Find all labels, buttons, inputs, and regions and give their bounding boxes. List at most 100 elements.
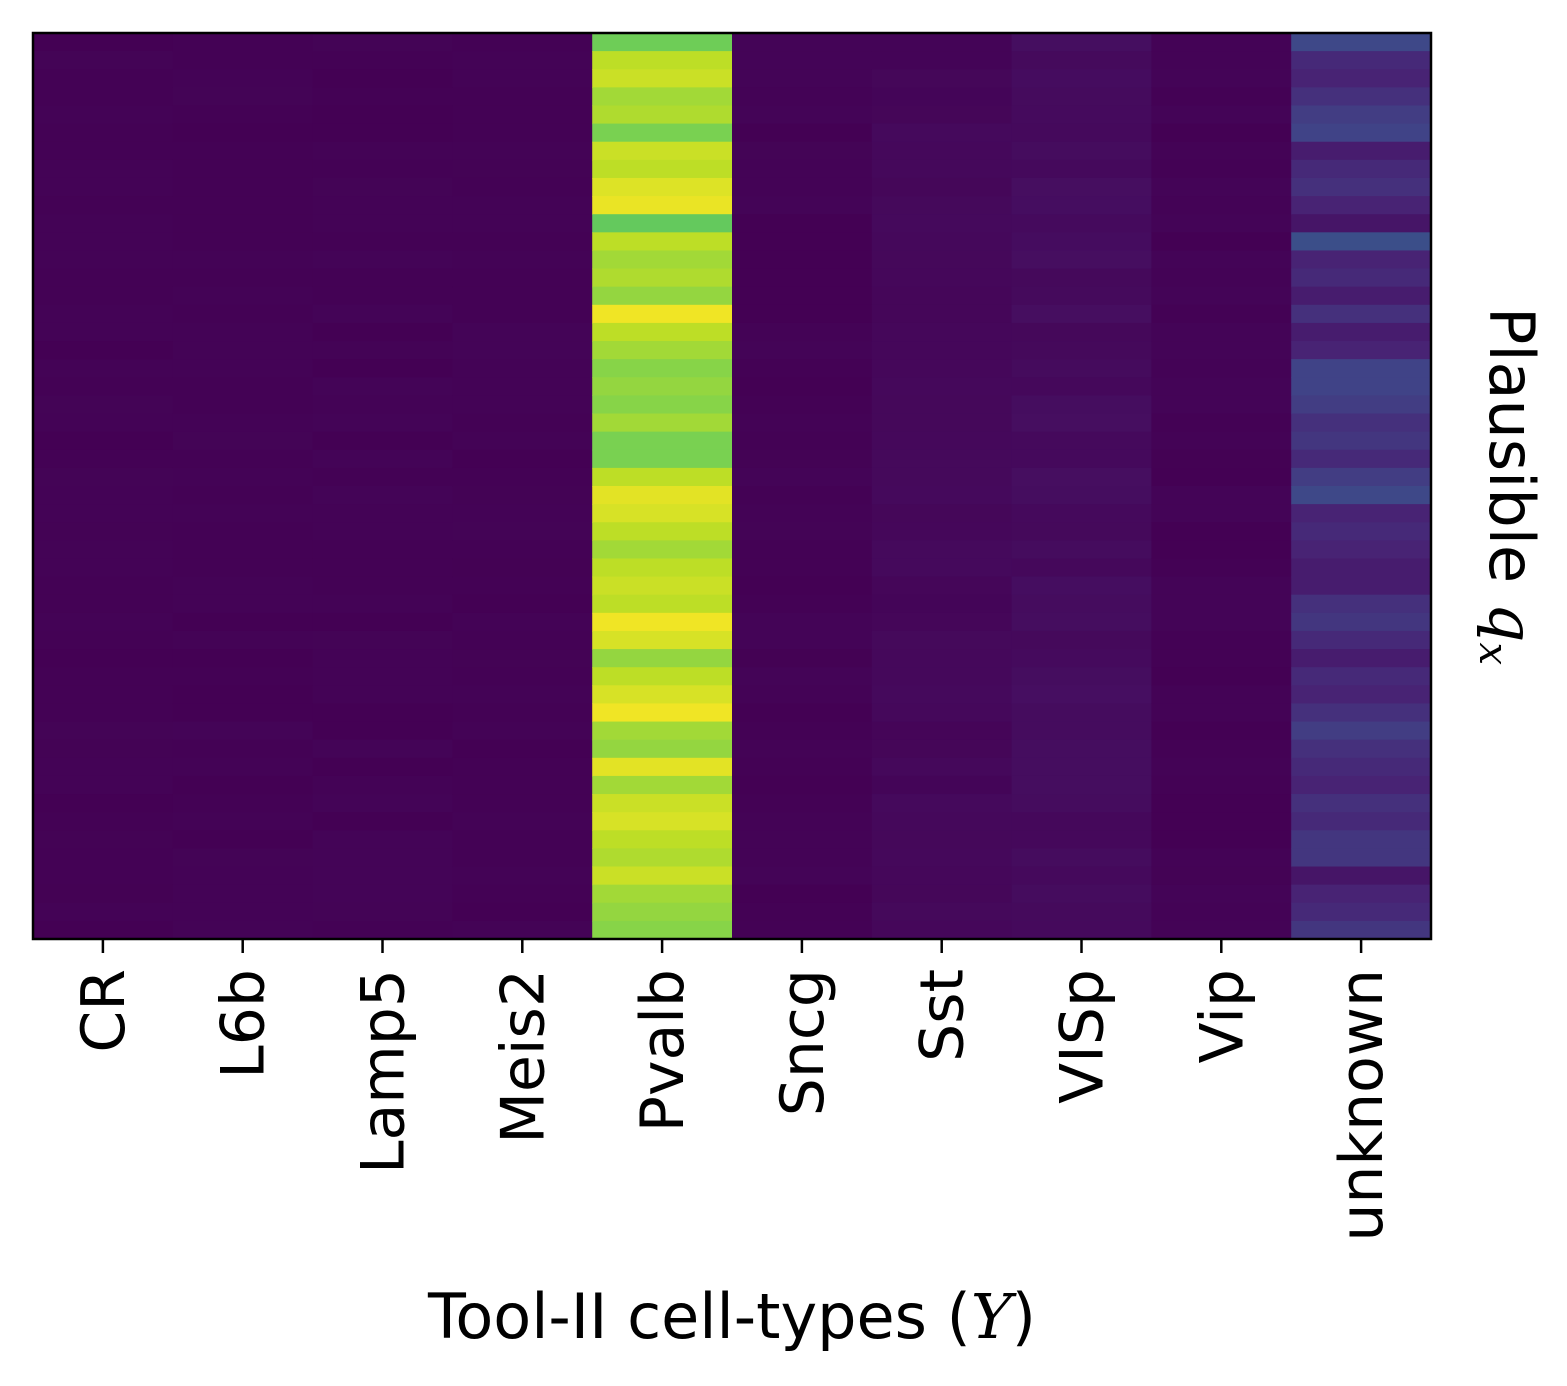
heatmap-cell — [1291, 902, 1432, 922]
heatmap-cell — [732, 214, 873, 233]
heatmap-cell — [1291, 413, 1432, 433]
heatmap-cell — [33, 685, 174, 705]
heatmap-cell — [172, 685, 314, 705]
heatmap-cell — [592, 667, 733, 686]
heatmap-cell — [172, 830, 314, 849]
heatmap-cell — [732, 431, 873, 451]
heatmap-cell — [33, 286, 174, 306]
heatmap-cell — [732, 612, 873, 632]
heatmap-cell — [871, 486, 1013, 505]
heatmap-cell — [172, 232, 314, 252]
heatmap-cell — [592, 33, 733, 52]
heatmap-cell — [871, 322, 1013, 342]
heatmap-cell — [312, 685, 453, 705]
heatmap-cell — [452, 757, 593, 777]
heatmap-cell — [172, 594, 314, 614]
heatmap-cell — [1291, 522, 1432, 541]
heatmap-cell — [1011, 33, 1152, 52]
heatmap-cell — [732, 884, 873, 904]
heatmap-cell — [1151, 848, 1292, 868]
heatmap-cell — [33, 322, 174, 342]
heatmap-cell — [1011, 141, 1152, 161]
heatmap-cell — [1291, 848, 1432, 868]
heatmap-cell — [452, 304, 593, 324]
heatmap-cell — [312, 159, 453, 179]
heatmap-cell — [172, 540, 314, 560]
heatmap-cell — [871, 830, 1013, 849]
heatmap-cell — [33, 449, 174, 469]
heatmap-cell — [592, 504, 733, 523]
heatmap-cell — [1011, 721, 1152, 741]
heatmap-cell — [33, 51, 174, 70]
y-axis-label: Plausible qx — [1470, 307, 1548, 665]
heatmap-cell — [452, 721, 593, 741]
heatmap-cell — [732, 630, 873, 650]
heatmap-cell — [1011, 123, 1152, 143]
heatmap-cell — [592, 721, 733, 741]
x-tick-label-l6b: L6b — [209, 969, 279, 1079]
heatmap-cell — [871, 341, 1013, 360]
heatmap-cell — [871, 177, 1013, 197]
heatmap-cell — [33, 69, 174, 88]
heatmap-cell — [1011, 322, 1152, 342]
heatmap-cell — [1151, 812, 1292, 831]
heatmap-cell — [33, 87, 174, 107]
heatmap-cell — [452, 123, 593, 143]
heatmap-cell — [452, 413, 593, 433]
heatmap-cell — [1011, 775, 1152, 795]
heatmap-cell — [452, 359, 593, 378]
heatmap-cell — [1291, 177, 1432, 197]
heatmap-cell — [1011, 177, 1152, 197]
heatmap-cell — [33, 630, 174, 650]
heatmap-cell — [732, 322, 873, 342]
heatmap-cell — [732, 775, 873, 795]
heatmap-cell — [312, 87, 453, 107]
heatmap-cell — [33, 377, 174, 396]
heatmap-cell — [33, 576, 174, 596]
heatmap-cell — [592, 196, 733, 215]
heatmap-cell — [452, 286, 593, 306]
heatmap-cell — [452, 159, 593, 179]
heatmap-cell — [592, 177, 733, 197]
heatmap-cell — [1151, 123, 1292, 143]
heatmap-cell — [172, 866, 314, 886]
heatmap-cell — [1151, 486, 1292, 505]
heatmap-cell — [1291, 123, 1432, 143]
heatmap-cell — [732, 812, 873, 831]
heatmap-cell — [1011, 214, 1152, 233]
heatmap-cell — [871, 304, 1013, 324]
heatmap-cell — [452, 377, 593, 396]
heatmap-cell — [592, 377, 733, 396]
heatmap-cell — [871, 141, 1013, 161]
heatmap-cell — [592, 395, 733, 415]
heatmap-cell — [732, 141, 873, 161]
heatmap-cell — [172, 649, 314, 668]
x-tick-label-visp: VISp — [1048, 969, 1118, 1104]
heatmap-cell — [1151, 141, 1292, 161]
x-ticks: CR L6b Lamp5 Meis2 Pvalb Sncg Sst VISp Vip unknow… — [69, 939, 1397, 1242]
heatmap-cell — [312, 830, 453, 849]
heatmap-cell — [172, 377, 314, 396]
heatmap-cell — [312, 739, 453, 759]
heatmap-cell — [592, 920, 733, 940]
heatmap-cell — [1011, 830, 1152, 849]
heatmap-cell — [871, 630, 1013, 650]
heatmap-cell — [172, 87, 314, 107]
heatmap-cell — [1291, 322, 1432, 342]
heatmap-cell — [172, 177, 314, 197]
heatmap-cell — [1011, 576, 1152, 596]
x-tick-label-sncg: Sncg — [768, 969, 838, 1116]
heatmap-cell — [33, 558, 174, 578]
heatmap-cell — [33, 250, 174, 270]
heatmap-cell — [592, 87, 733, 107]
heatmap-cell — [871, 377, 1013, 396]
heatmap-cell — [871, 775, 1013, 795]
heatmap-cell — [1011, 884, 1152, 904]
heatmap-cell — [452, 630, 593, 650]
heatmap-cell — [452, 449, 593, 469]
heatmap-cell — [172, 449, 314, 469]
heatmap-cell — [33, 540, 174, 560]
heatmap-cell — [1011, 87, 1152, 107]
heatmap-cell — [732, 413, 873, 433]
heatmap-cell — [592, 123, 733, 143]
